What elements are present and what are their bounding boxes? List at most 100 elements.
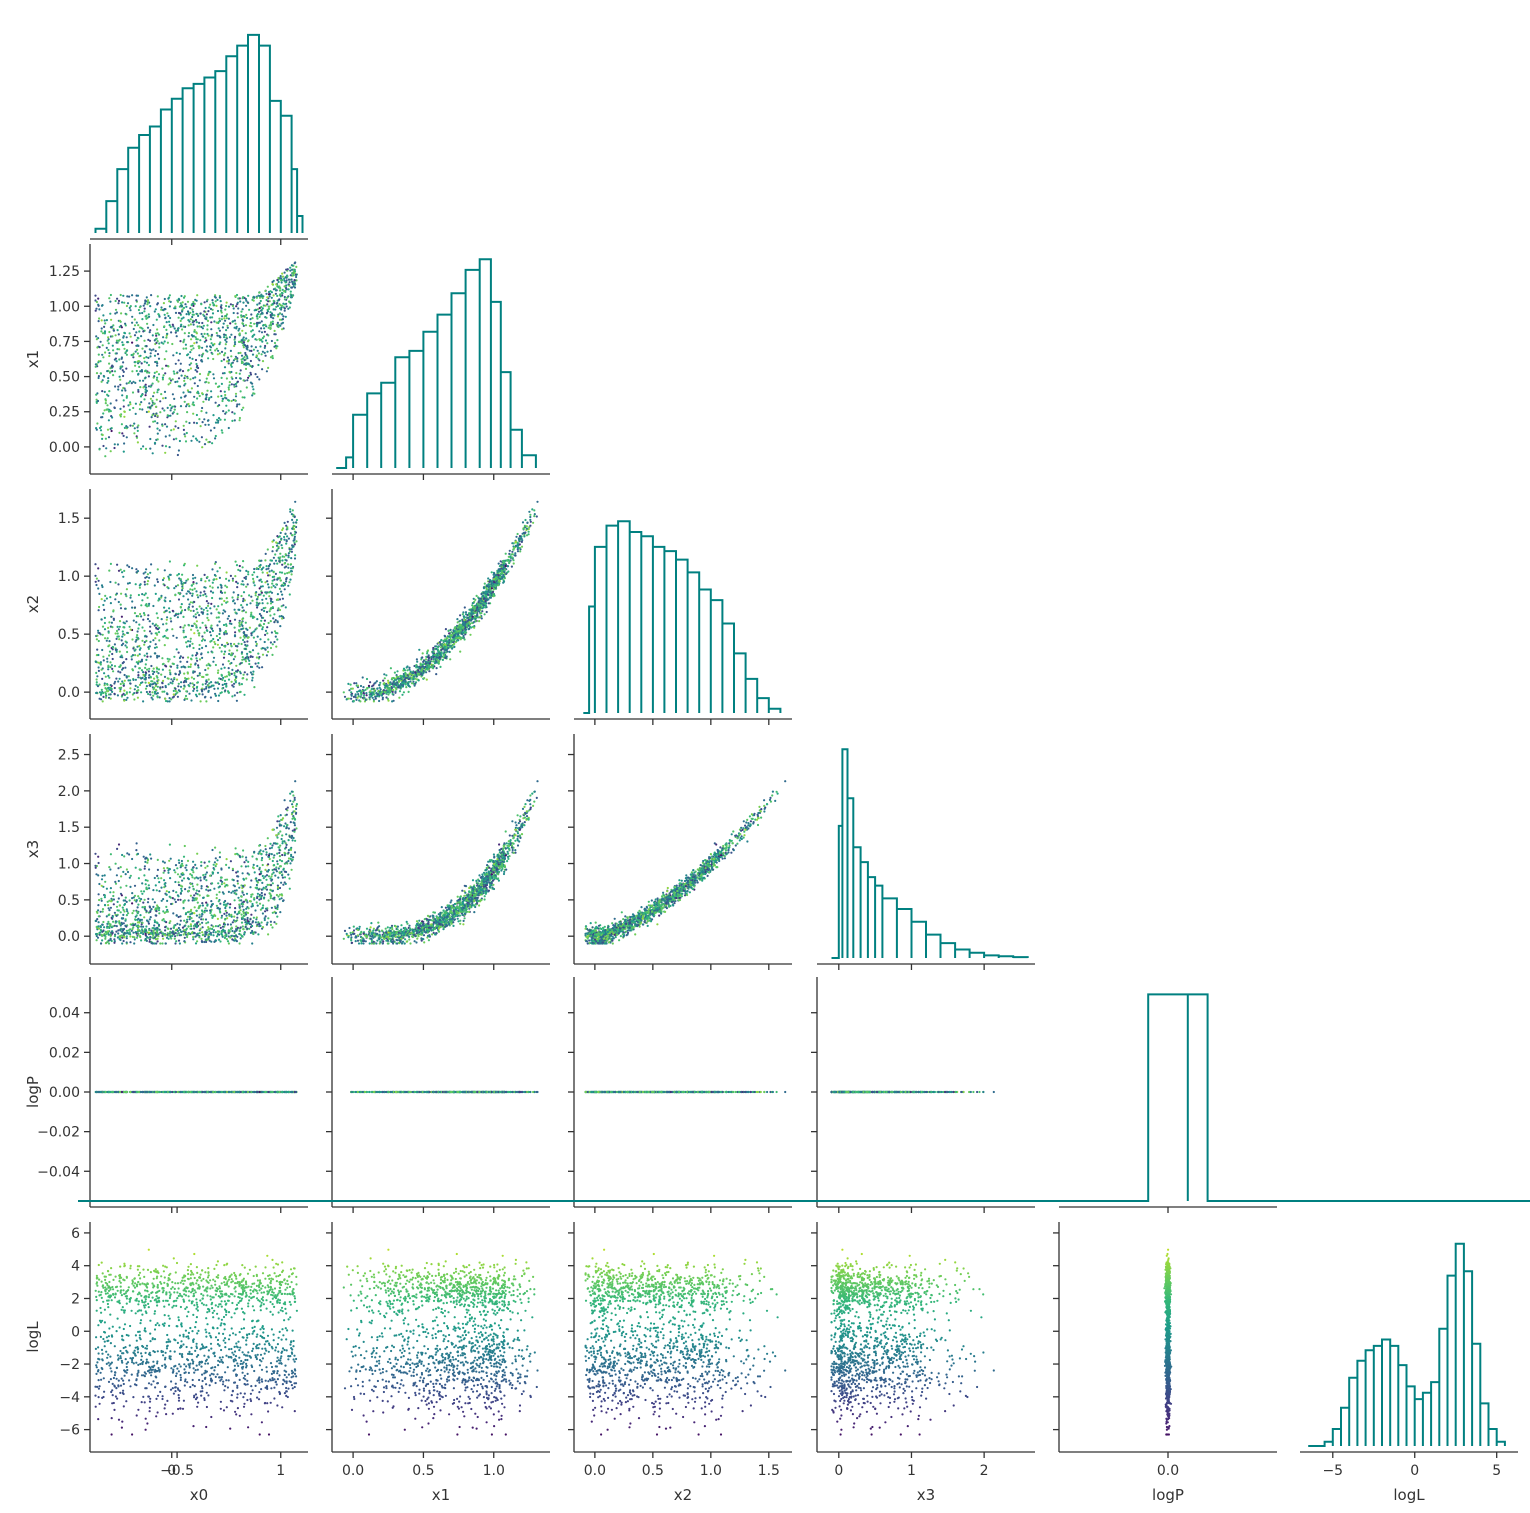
scatter-point xyxy=(101,700,104,703)
scatter-point xyxy=(449,628,452,632)
scatter-point xyxy=(192,677,196,680)
scatter-point xyxy=(192,404,196,407)
scatter-point xyxy=(375,692,378,695)
scatter-point xyxy=(168,305,171,308)
scatter-point xyxy=(290,294,293,297)
scatter-point xyxy=(159,400,162,403)
scatter-point xyxy=(483,582,486,585)
scatter-point xyxy=(121,635,124,638)
scatter-point xyxy=(442,639,445,642)
scatter-point xyxy=(490,571,493,574)
scatter-point xyxy=(129,335,132,338)
scatter-point xyxy=(276,632,279,635)
scatter-point xyxy=(225,586,229,589)
scatter-point xyxy=(194,613,197,616)
scatter-point xyxy=(115,399,118,402)
scatter-point xyxy=(279,295,282,298)
scatter-point xyxy=(155,370,158,373)
scatter-point xyxy=(111,667,114,671)
scatter-point xyxy=(290,548,293,551)
scatter-point xyxy=(291,280,294,283)
scatter-point xyxy=(104,322,107,325)
scatter-point xyxy=(266,285,269,288)
scatter-point xyxy=(212,303,215,306)
scatter-point xyxy=(492,595,495,598)
scatter-point xyxy=(244,611,248,614)
scatter-point xyxy=(158,346,161,349)
scatter-point xyxy=(387,693,390,696)
scatter-point xyxy=(257,567,260,571)
scatter-point xyxy=(461,636,464,639)
scatter-point xyxy=(210,395,213,399)
scatter-point xyxy=(247,865,250,868)
scatter-point xyxy=(147,375,150,378)
scatter-point xyxy=(200,410,203,413)
scatter-point xyxy=(104,351,107,354)
scatter-point xyxy=(266,646,269,649)
scatter-point xyxy=(241,580,244,583)
scatter-point xyxy=(240,621,243,624)
scatter-point xyxy=(102,659,105,662)
y-axis-label: x1 xyxy=(24,350,42,368)
scatter-point xyxy=(394,690,397,693)
scatter-point xyxy=(146,303,149,306)
scatter-point xyxy=(261,350,264,353)
scatter-point xyxy=(198,321,201,324)
scatter-point xyxy=(169,617,172,620)
scatter-point xyxy=(372,700,375,703)
scatter-point xyxy=(456,621,459,624)
scatter-point xyxy=(131,638,134,641)
scatter-point xyxy=(203,310,206,313)
scatter-point xyxy=(199,876,202,879)
scatter-point xyxy=(181,573,184,576)
scatter-point xyxy=(499,575,502,579)
scatter-point xyxy=(211,596,214,600)
scatter-point xyxy=(113,406,116,410)
scatter-point xyxy=(243,671,246,674)
scatter-point xyxy=(268,295,271,298)
scatter-point xyxy=(193,382,196,385)
scatter-point xyxy=(156,353,160,356)
scatter-point xyxy=(128,408,131,411)
y-tick-label: 1.0 xyxy=(58,569,80,585)
y-tick-label: 0.75 xyxy=(49,334,80,350)
scatter-point xyxy=(196,384,199,388)
scatter-point xyxy=(252,636,255,639)
scatter-point xyxy=(258,565,262,569)
scatter-point xyxy=(98,448,101,451)
scatter-point xyxy=(223,679,227,683)
scatter-point xyxy=(193,587,196,590)
scatter-point xyxy=(189,663,192,666)
scatter-point xyxy=(240,314,243,317)
scatter-point xyxy=(251,317,254,320)
scatter-point xyxy=(261,628,264,631)
scatter-point xyxy=(250,313,253,316)
y-tick-label: 1.5 xyxy=(58,511,80,527)
scatter-point xyxy=(278,307,282,310)
scatter-point xyxy=(279,552,282,555)
scatter-point xyxy=(172,325,175,328)
scatter-point xyxy=(449,636,452,639)
scatter-point xyxy=(188,421,191,425)
scatter-point xyxy=(269,641,272,644)
scatter-point xyxy=(205,680,208,684)
scatter-point xyxy=(220,650,223,653)
scatter-point xyxy=(245,299,248,302)
scatter-point xyxy=(129,594,132,597)
scatter-point xyxy=(199,626,202,629)
scatter-point xyxy=(498,568,501,571)
scatter-point xyxy=(264,289,267,293)
scatter-point xyxy=(113,682,116,685)
scatter-point xyxy=(119,293,122,297)
scatter-point xyxy=(263,619,266,622)
scatter-point xyxy=(483,613,486,616)
scatter-point xyxy=(177,377,181,380)
scatter-point xyxy=(272,570,275,573)
scatter-point xyxy=(234,676,238,679)
scatter-point xyxy=(258,579,261,582)
scatter-point xyxy=(94,574,97,577)
scatter-point xyxy=(117,302,120,305)
scatter-point xyxy=(176,584,180,587)
scatter-point xyxy=(236,582,239,585)
scatter-point xyxy=(214,865,217,868)
